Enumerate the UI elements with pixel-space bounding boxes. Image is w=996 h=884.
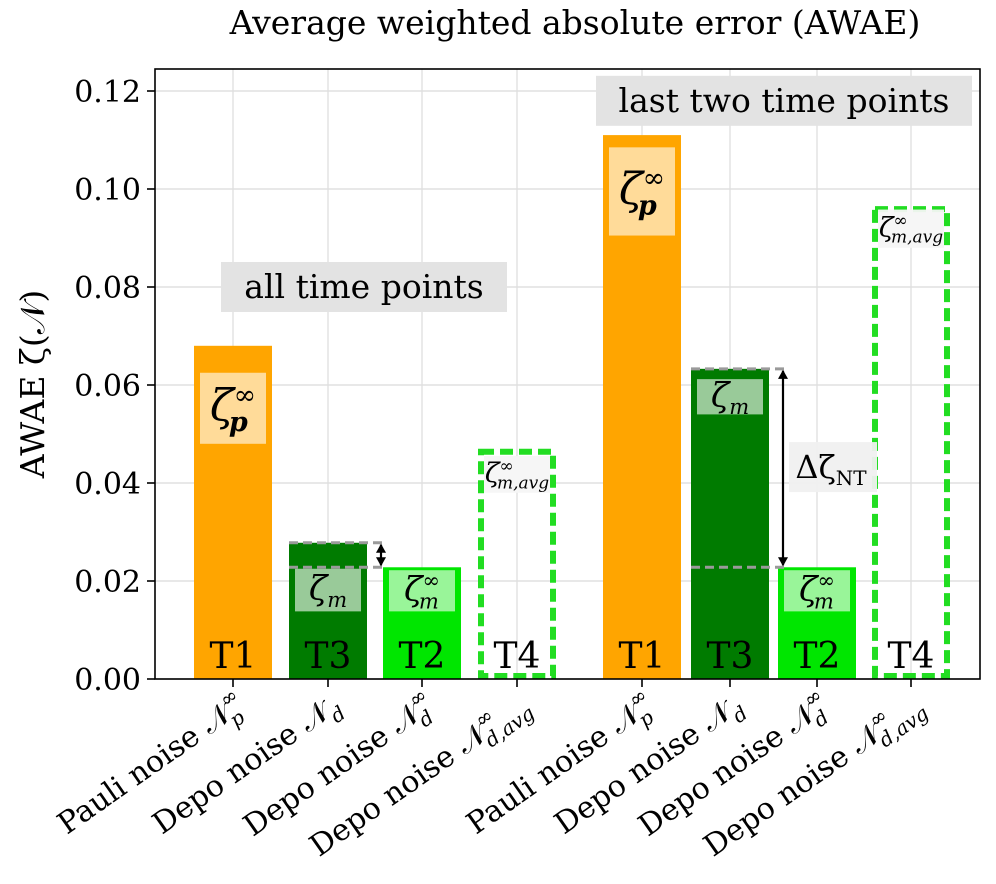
bar-t4 bbox=[478, 448, 556, 680]
y-tick-label: 0.02 bbox=[74, 565, 141, 600]
gap-arrow-head-down bbox=[376, 557, 386, 567]
bar-annotations: ζ∞ p T1 ζm T3 ζ∞ m T2 ζ∞ m,avg T4 ζ∞ p T1 ζm T3 ζ∞ m T2 ζ∞ m… bbox=[200, 147, 944, 677]
y-tick-label: 0.08 bbox=[74, 271, 141, 306]
grid-lines bbox=[155, 69, 980, 680]
y-axis-label: AWAE ζ(𝒩) bbox=[13, 290, 52, 479]
value-label-box bbox=[878, 209, 944, 248]
plot-frame bbox=[154, 68, 981, 680]
zeta-label: ζ∞ m,avg bbox=[485, 457, 549, 494]
value-label-box bbox=[484, 456, 550, 493]
group-label: all time points bbox=[244, 267, 483, 306]
zeta-label: ζ∞ m,avg bbox=[879, 211, 943, 248]
zeta-label: ζ∞ p bbox=[210, 380, 256, 438]
zeta-label: ζm bbox=[309, 569, 347, 612]
y-tick-label: 0.10 bbox=[74, 173, 141, 208]
gap-label-background bbox=[789, 442, 877, 493]
zeta-label: ζ∞ m bbox=[799, 568, 835, 613]
y-axis-ticks: 0.00 0.02 0.04 0.06 0.08 0.10 0.12 bbox=[74, 75, 155, 698]
bar-tag: T2 bbox=[794, 636, 841, 677]
group-label: last two time points bbox=[619, 81, 950, 120]
bar-tag: T4 bbox=[494, 636, 541, 677]
bar-tag: T4 bbox=[888, 636, 935, 677]
group-label-background bbox=[596, 75, 972, 126]
bar-tag: T3 bbox=[707, 636, 754, 677]
zeta-label: ζ∞ m bbox=[404, 568, 440, 613]
value-label-box bbox=[609, 147, 675, 236]
value-label-box bbox=[295, 568, 361, 612]
gap-arrow-head-up bbox=[778, 369, 788, 379]
value-label-box bbox=[200, 372, 266, 444]
y-tick-label: 0.00 bbox=[74, 663, 141, 698]
y-tick-label: 0.06 bbox=[74, 369, 141, 404]
zeta-label: ζ∞ p bbox=[619, 163, 665, 221]
bar-tag: T1 bbox=[210, 636, 257, 677]
gap-arrow-head-down bbox=[778, 557, 788, 567]
gap-label: ΔζNT bbox=[795, 448, 867, 490]
zeta-label: ζm bbox=[711, 375, 749, 418]
value-label-box bbox=[697, 379, 763, 415]
bar-t3 bbox=[691, 368, 769, 679]
value-label-box bbox=[389, 570, 455, 612]
value-label-box bbox=[784, 570, 850, 612]
y-tick-label: 0.04 bbox=[74, 467, 141, 502]
group-label-background bbox=[221, 262, 507, 312]
chart-title: Average weighted absolute error (AWAE) bbox=[229, 3, 921, 42]
gap-arrow-head-up bbox=[376, 543, 386, 553]
y-tick-label: 0.12 bbox=[74, 75, 141, 110]
bar-tag: T2 bbox=[399, 636, 446, 677]
bar-tag: T1 bbox=[619, 636, 666, 677]
bar-tag: T3 bbox=[305, 636, 352, 677]
